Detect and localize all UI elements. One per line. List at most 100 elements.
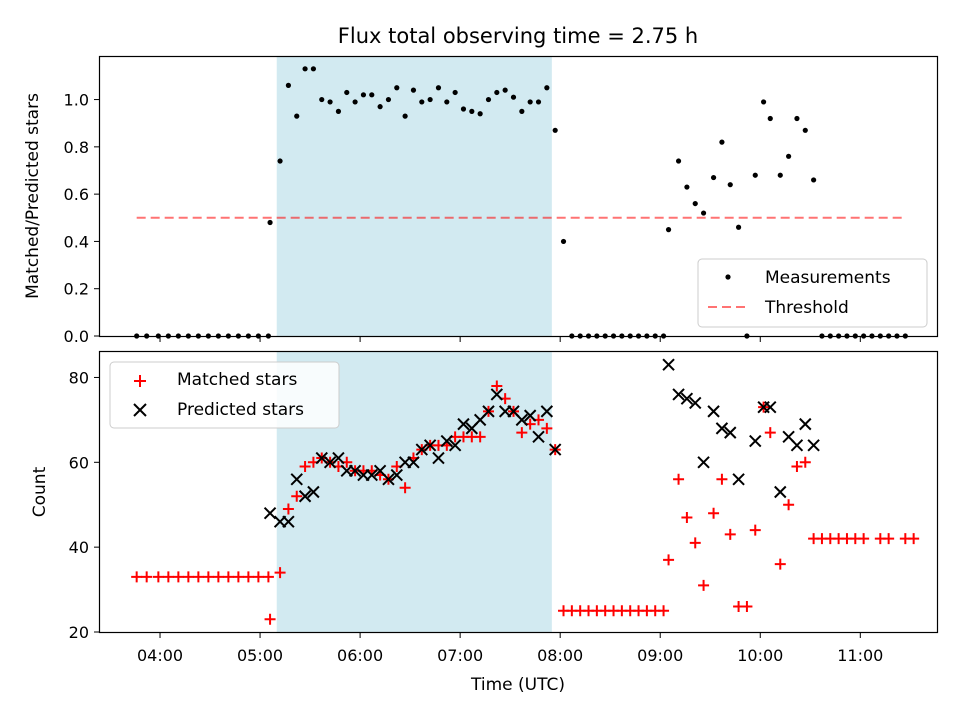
legend-predicted-label: Predicted stars [177,400,304,420]
measurement-point [369,92,375,98]
predicted-star-point [490,388,504,401]
predicted-star-point [440,434,454,448]
predicted-star-point [707,405,720,418]
matched-star-point [908,533,920,545]
chart-title: Flux total observing time = 2.75 h [338,24,698,48]
measurement-point [460,106,467,112]
x-tick-label: 06:00 [337,646,383,665]
measurement-point [560,238,567,245]
matched-star-point [541,422,553,434]
predicted-star-point [457,417,470,431]
matched-star-point [152,571,164,583]
matched-star-point [741,601,753,613]
predicted-star-point [515,413,529,427]
x-axis-label: Time (UTC) [470,675,565,695]
matched-star-point [232,571,244,583]
legend-matched-label: Matched stars [177,370,297,390]
measurement-point [494,89,500,96]
legend-measurements-label: Measurements [765,268,891,288]
predicted-star-point [689,396,702,410]
matched-star-point [131,571,143,583]
measurement-point [719,139,725,145]
x-tick-label: 10:00 [737,646,783,665]
matched-star-point [698,579,710,591]
matched-star-point [716,473,728,485]
predicted-star-point [482,405,495,418]
measurement-point [552,127,558,133]
measurement-point [344,89,350,96]
measurement-point [502,87,508,93]
matched-star-point [162,571,174,583]
measurement-point [777,172,783,178]
bottom-panel: 20 40 60 80 04:00 05:00 06:00 07:00 08:00 09:00 10… [30,350,939,695]
measurement-point [811,177,817,183]
matched-star-point [689,537,701,549]
bottom-y-tick-label: 60 [69,453,89,472]
predicted-star-point [724,426,737,439]
legend-predicted-marker [133,403,147,417]
matched-star-point [764,427,776,439]
predicted-star-point [799,417,812,431]
matched-star-point [774,558,786,570]
measurement-point [802,127,808,133]
predicted-star-point [672,388,685,401]
matched-star-point [274,567,286,579]
measurement-point [419,99,425,105]
matched-star-point [202,571,214,583]
matched-star-point [182,571,194,583]
matched-star-point [291,490,303,502]
predicted-star-point [382,473,395,486]
measurement-point [410,87,417,93]
matched-star-point [491,380,503,392]
predicted-star-point [732,473,745,486]
predicted-star-point [540,405,554,418]
predicted-star-point [523,409,537,422]
predicted-star-point [332,451,345,465]
predicted-star-point [307,485,320,499]
matched-star-point [681,511,693,523]
measurement-point [527,99,533,105]
measurement-point [786,153,792,159]
predicted-star-point [365,468,378,482]
predicted-star-point [407,456,420,469]
matched-star-point [222,571,234,583]
top-plot-frame [98,55,939,338]
x-tick-label: 05:00 [237,646,283,665]
matched-star-point [658,605,670,617]
matched-star-point [264,613,276,625]
measurement-point [510,94,517,100]
matched-star-point [749,524,761,536]
matched-star-point [399,482,411,494]
top-y-tick-label: 1.0 [64,91,89,110]
predicted-star-point [680,392,694,405]
measurement-point [735,224,742,230]
measurement-point [267,219,273,226]
bottom-y-tick-label: 40 [69,538,89,557]
matched-star-point [791,461,803,473]
measurement-point [452,89,458,96]
predicted-star-point [662,358,675,371]
top-legend: Measurements Threshold [697,258,928,328]
x-tick-label: 04:00 [137,646,183,665]
measurement-point [327,99,333,105]
legend-measurements-marker [725,274,731,280]
measurement-point [294,113,300,119]
measurement-point [752,172,758,178]
matched-star-point [799,456,811,468]
matched-star-point [299,461,311,473]
predicted-star-point [790,439,804,452]
measurement-point [485,96,492,103]
matched-star-point [724,528,736,540]
bottom-legend: Matched stars Predicted stars [109,361,340,429]
top-y-axis-label: Matched/Predicted stars [23,93,43,299]
top-y-tick-label: 0.4 [64,232,89,251]
predicted-star-point [415,443,429,456]
bottom-y-tick-label: 20 [69,623,89,642]
measurement-point [444,99,450,105]
measurement-point [535,99,542,105]
matched-star-point [141,571,153,583]
matched-star-point [858,533,870,545]
matched-star-point [172,571,184,583]
predicted-star-point [315,451,328,465]
